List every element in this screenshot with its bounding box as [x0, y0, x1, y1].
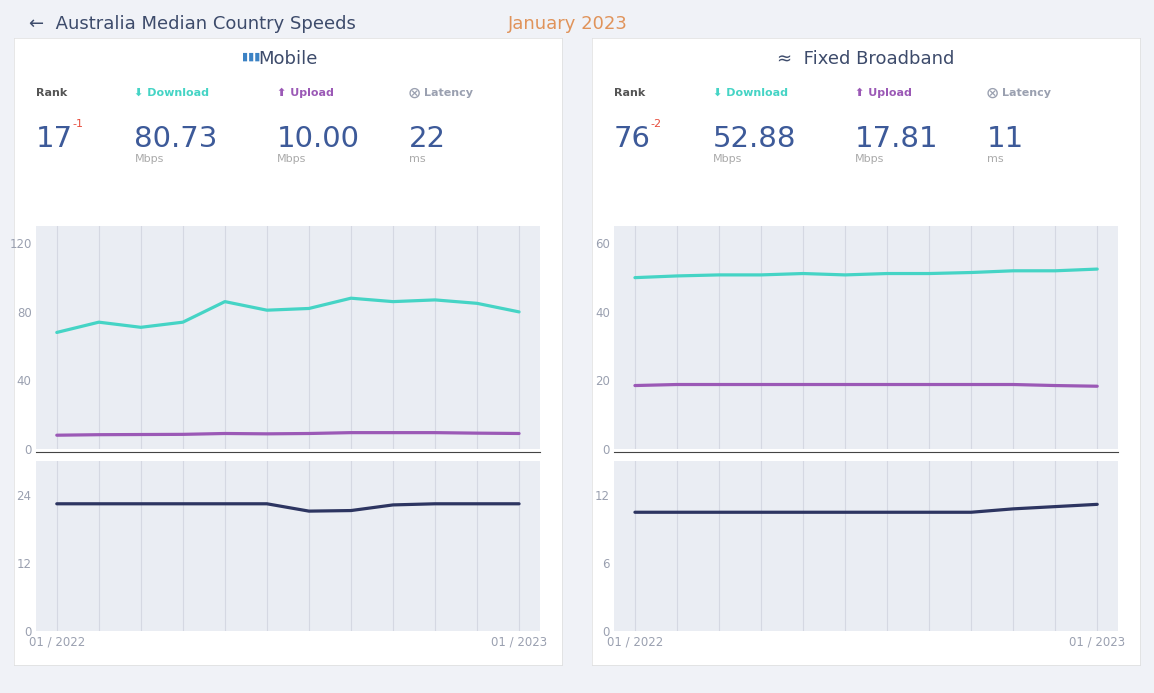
Text: ⨂ Latency: ⨂ Latency: [409, 88, 472, 98]
Text: January 2023: January 2023: [508, 15, 628, 33]
Text: 17.81: 17.81: [855, 125, 938, 152]
Text: ▮▮▮: ▮▮▮: [241, 52, 260, 62]
Text: 80.73: 80.73: [134, 125, 218, 152]
Text: ⬇ Download: ⬇ Download: [134, 88, 209, 98]
Text: Mbps: Mbps: [855, 154, 884, 164]
Text: 10.00: 10.00: [277, 125, 360, 152]
Text: 11: 11: [987, 125, 1024, 152]
Text: 22: 22: [409, 125, 445, 152]
Text: ⬆ Upload: ⬆ Upload: [855, 88, 912, 98]
Text: 76: 76: [614, 125, 651, 152]
Text: ms: ms: [409, 154, 425, 164]
Text: 17: 17: [36, 125, 73, 152]
Text: ⬆ Upload: ⬆ Upload: [277, 88, 334, 98]
Text: Mbps: Mbps: [134, 154, 164, 164]
Text: Mbps: Mbps: [277, 154, 306, 164]
Text: ←  Australia Median Country Speeds: ← Australia Median Country Speeds: [29, 15, 361, 33]
Text: -2: -2: [651, 119, 662, 129]
Text: Rank: Rank: [614, 88, 645, 98]
Text: -1: -1: [73, 119, 84, 129]
Text: Rank: Rank: [36, 88, 67, 98]
Text: Mobile: Mobile: [258, 50, 317, 68]
Text: ⨂ Latency: ⨂ Latency: [987, 88, 1050, 98]
Text: ⬇ Download: ⬇ Download: [712, 88, 787, 98]
Text: 52.88: 52.88: [712, 125, 796, 152]
Text: ≈  Fixed Broadband: ≈ Fixed Broadband: [778, 50, 954, 68]
Text: Mbps: Mbps: [712, 154, 742, 164]
Text: ms: ms: [987, 154, 1003, 164]
